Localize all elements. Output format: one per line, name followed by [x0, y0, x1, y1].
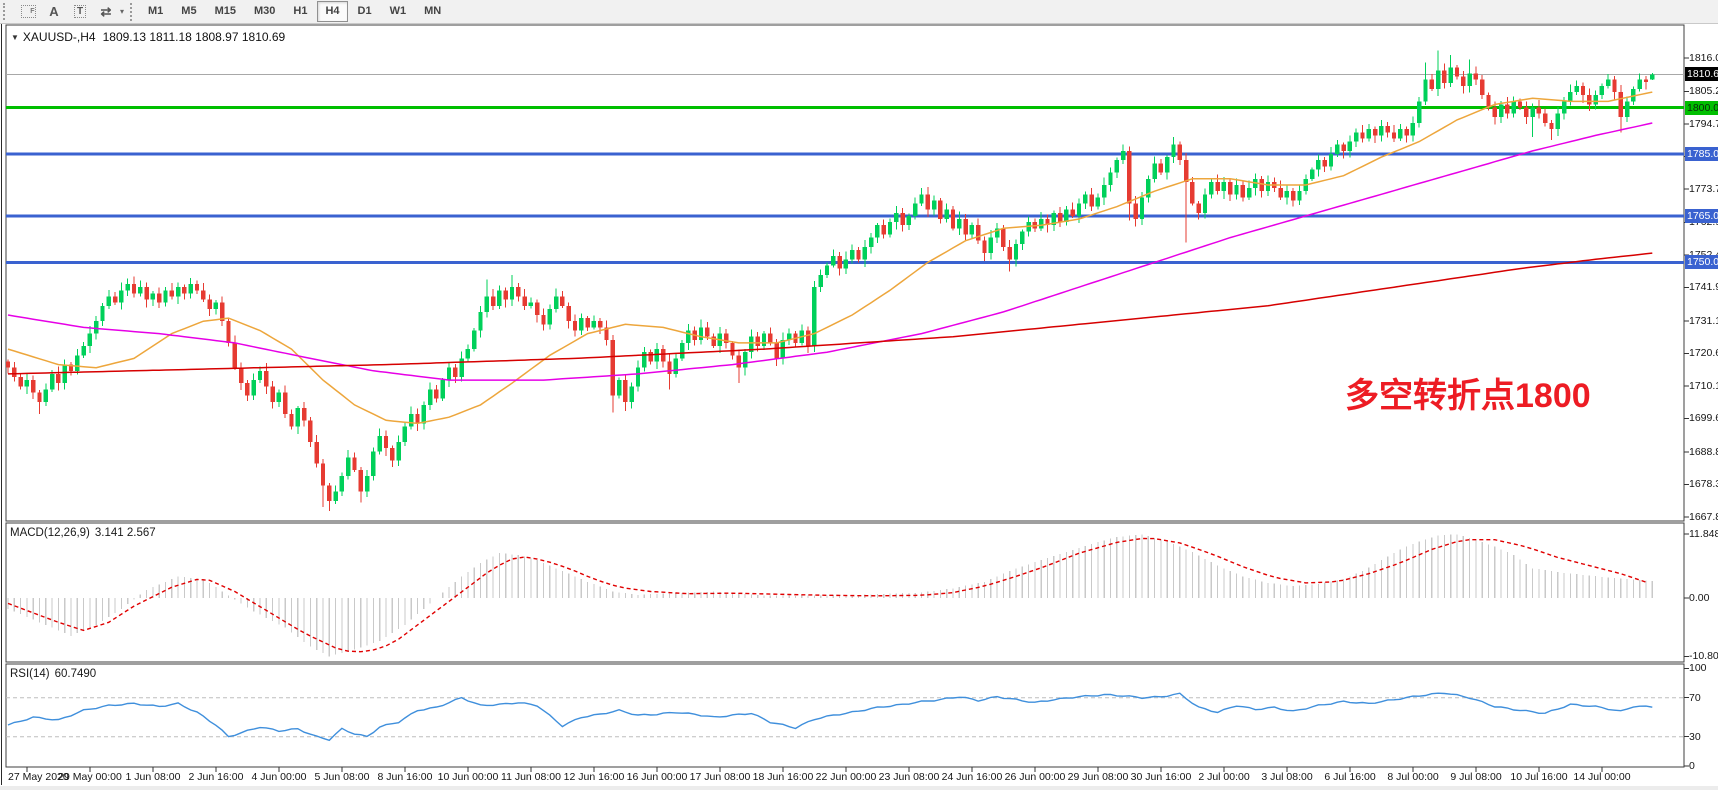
time-axis-label: 8 Jun 16:00 — [377, 771, 433, 783]
tf-button-H1[interactable]: H1 — [293, 5, 308, 17]
tf-button-M1[interactable]: M1 — [148, 5, 164, 17]
rsi-panel[interactable] — [6, 664, 1684, 767]
rsi-axis-label: 30 — [1689, 730, 1701, 743]
macd-axis-label: 0.00 — [1689, 592, 1710, 604]
window-left-edge — [1, 23, 5, 785]
time-axis-label: 18 Jun 16:00 — [752, 771, 814, 783]
time-axis-label: 10 Jun 00:00 — [437, 771, 499, 783]
time-axis-label: 23 Jun 08:00 — [878, 771, 940, 783]
chart-header: ▼ XAUUSD-,H4 1809.13 1811.18 1808.97 1810.… — [11, 30, 285, 44]
tf-button-MN[interactable]: MN — [424, 5, 442, 17]
time-axis-label: 30 Jun 16:00 — [1130, 771, 1192, 783]
time-axis-label: 6 Jul 16:00 — [1324, 771, 1376, 783]
time-axis-label: 4 Jun 00:00 — [251, 771, 307, 783]
price-axis-label: 1805.2 — [1689, 85, 1718, 98]
rsi-axis-label: 0 — [1689, 759, 1695, 772]
tf-button-M15[interactable]: M15 — [214, 5, 236, 17]
toolbar-separator — [130, 2, 133, 21]
price-axis-label: 1710.1 — [1689, 379, 1718, 392]
price-level-box-1750.0: 1750.0 — [1685, 255, 1718, 270]
tf-button-H4[interactable]: H4 — [317, 1, 348, 22]
price-axis-label: 1667.8 — [1689, 510, 1718, 523]
rsi-axis-label: 100 — [1689, 662, 1707, 675]
text-label-icon[interactable]: T — [69, 2, 91, 21]
macd-axis-label: 11.848 — [1689, 528, 1718, 541]
dropdown-caret-icon[interactable]: ▾ — [120, 7, 125, 16]
time-axis-label: 10 Jul 16:00 — [1510, 771, 1568, 783]
rsi-label: RSI(14) 60.7490 — [10, 668, 96, 680]
time-axis-label: 24 Jun 16:00 — [941, 771, 1003, 783]
time-axis-label: 14 Jul 00:00 — [1573, 771, 1631, 783]
price-axis-label: 1699.6 — [1689, 412, 1718, 425]
macd-panel[interactable] — [6, 523, 1684, 662]
price-axis-label: 1720.6 — [1689, 347, 1718, 360]
tf-button-M30[interactable]: M30 — [253, 5, 276, 17]
time-axis-label: 1 Jun 08:00 — [125, 771, 181, 783]
annotation-text: 多空转折点1800 — [1345, 377, 1591, 415]
price-level-box-1785.0: 1785.0 — [1685, 147, 1718, 161]
tf-button-W1[interactable]: W1 — [389, 5, 407, 17]
price-level-box-1800.0: 1800.0 — [1685, 100, 1718, 115]
time-axis-label: 8 Jul 00:00 — [1387, 771, 1439, 783]
time-axis-label: 26 Jun 00:00 — [1004, 771, 1066, 783]
time-axis-label: 11 Jun 08:00 — [501, 771, 561, 783]
cursor-tools-icon[interactable]: ⇄ — [100, 3, 112, 19]
price-axis-label: 1794.7 — [1689, 117, 1718, 130]
tf-button-M5[interactable]: M5 — [181, 5, 197, 17]
macd-axis-label: -10.808 — [1689, 650, 1718, 663]
time-axis-label: 9 Jul 08:00 — [1450, 771, 1502, 783]
macd-name: MACD(12,26,9) — [10, 527, 90, 539]
ohlc-values: 1809.13 1811.18 1808.97 1810.69 — [102, 30, 286, 44]
time-axis-label: 2 Jul 00:00 — [1198, 771, 1250, 783]
dotted-grid-icon[interactable]: F — [17, 2, 39, 21]
main-chart-panel[interactable] — [6, 25, 1684, 521]
time-axis-label: 3 Jul 08:00 — [1261, 771, 1313, 783]
price-level-box-1765.0: 1765.0 — [1685, 208, 1718, 223]
price-level-box-1810.6: 1810.6 — [1685, 67, 1718, 82]
price-axis-label: 1773.7 — [1689, 183, 1718, 195]
time-axis-label: 22 Jun 00:00 — [815, 771, 877, 783]
time-axis-label: 27 May 2020 — [8, 771, 69, 783]
rsi-name: RSI(14) — [10, 668, 50, 680]
toolbar: F A T ⇄ ▾ M1 M5 M15 M30 H1 H4 D1 W1 MN — [0, 0, 1718, 24]
macd-label: MACD(12,26,9) 3.141 2.567 — [10, 527, 156, 539]
price-axis-label: 1678.3 — [1689, 478, 1718, 491]
font-a-icon[interactable]: A — [49, 4, 59, 19]
time-axis-label: 2 Jun 16:00 — [188, 771, 244, 783]
price-axis-label: 1688.8 — [1689, 445, 1718, 458]
toolbar-drag-handle[interactable] — [3, 3, 11, 20]
time-axis-label: 16 Jun 00:00 — [626, 771, 688, 783]
symbol-period-label: XAUUSD-,H4 — [22, 30, 96, 44]
symbol-dropdown-icon[interactable]: ▼ — [11, 33, 19, 42]
time-axis-label: 12 Jun 16:00 — [563, 771, 625, 783]
bottom-strip — [0, 786, 1718, 790]
macd-values: 3.141 2.567 — [94, 527, 156, 539]
time-axis-label: 17 Jun 08:00 — [689, 771, 751, 783]
tf-button-D1[interactable]: D1 — [357, 5, 372, 17]
time-axis-label: 29 Jun 08:00 — [1067, 771, 1129, 783]
price-axis-label: 1816.0 — [1689, 52, 1718, 64]
price-axis-label: 1741.9 — [1689, 281, 1718, 294]
time-axis-label: 5 Jun 08:00 — [314, 771, 370, 783]
time-axis-label: 29 May 00:00 — [58, 771, 122, 783]
price-axis-label: 1731.1 — [1689, 314, 1718, 327]
rsi-value: 60.7490 — [54, 668, 97, 680]
rsi-axis-label: 70 — [1689, 691, 1701, 704]
